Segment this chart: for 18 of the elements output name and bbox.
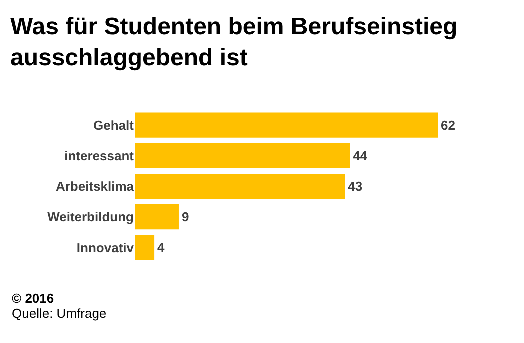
y-tick-label: Innovativ — [76, 240, 135, 256]
data-label: 62 — [441, 118, 456, 133]
text: © 2016 — [12, 291, 54, 306]
data-label: 9 — [182, 210, 190, 225]
bar — [135, 204, 179, 230]
data-label: 4 — [158, 240, 166, 256]
y-tick-label: Weiterbildung — [48, 210, 134, 225]
y-tick-label: Arbeitsklima — [56, 179, 135, 194]
bar — [135, 174, 346, 200]
data-label: 43 — [348, 179, 363, 194]
bar — [135, 235, 155, 260]
data-label: 44 — [353, 148, 368, 164]
chart-title: Was für Studenten beim Berufseinstieg ausschlaggebend ist — [10, 13, 458, 72]
bar — [135, 112, 438, 138]
y-tick-label: Gehalt — [94, 118, 135, 133]
source-note: Quelle: Umfrage — [12, 306, 107, 321]
y-tick-label: interessant — [64, 148, 135, 164]
bar — [135, 143, 350, 168]
